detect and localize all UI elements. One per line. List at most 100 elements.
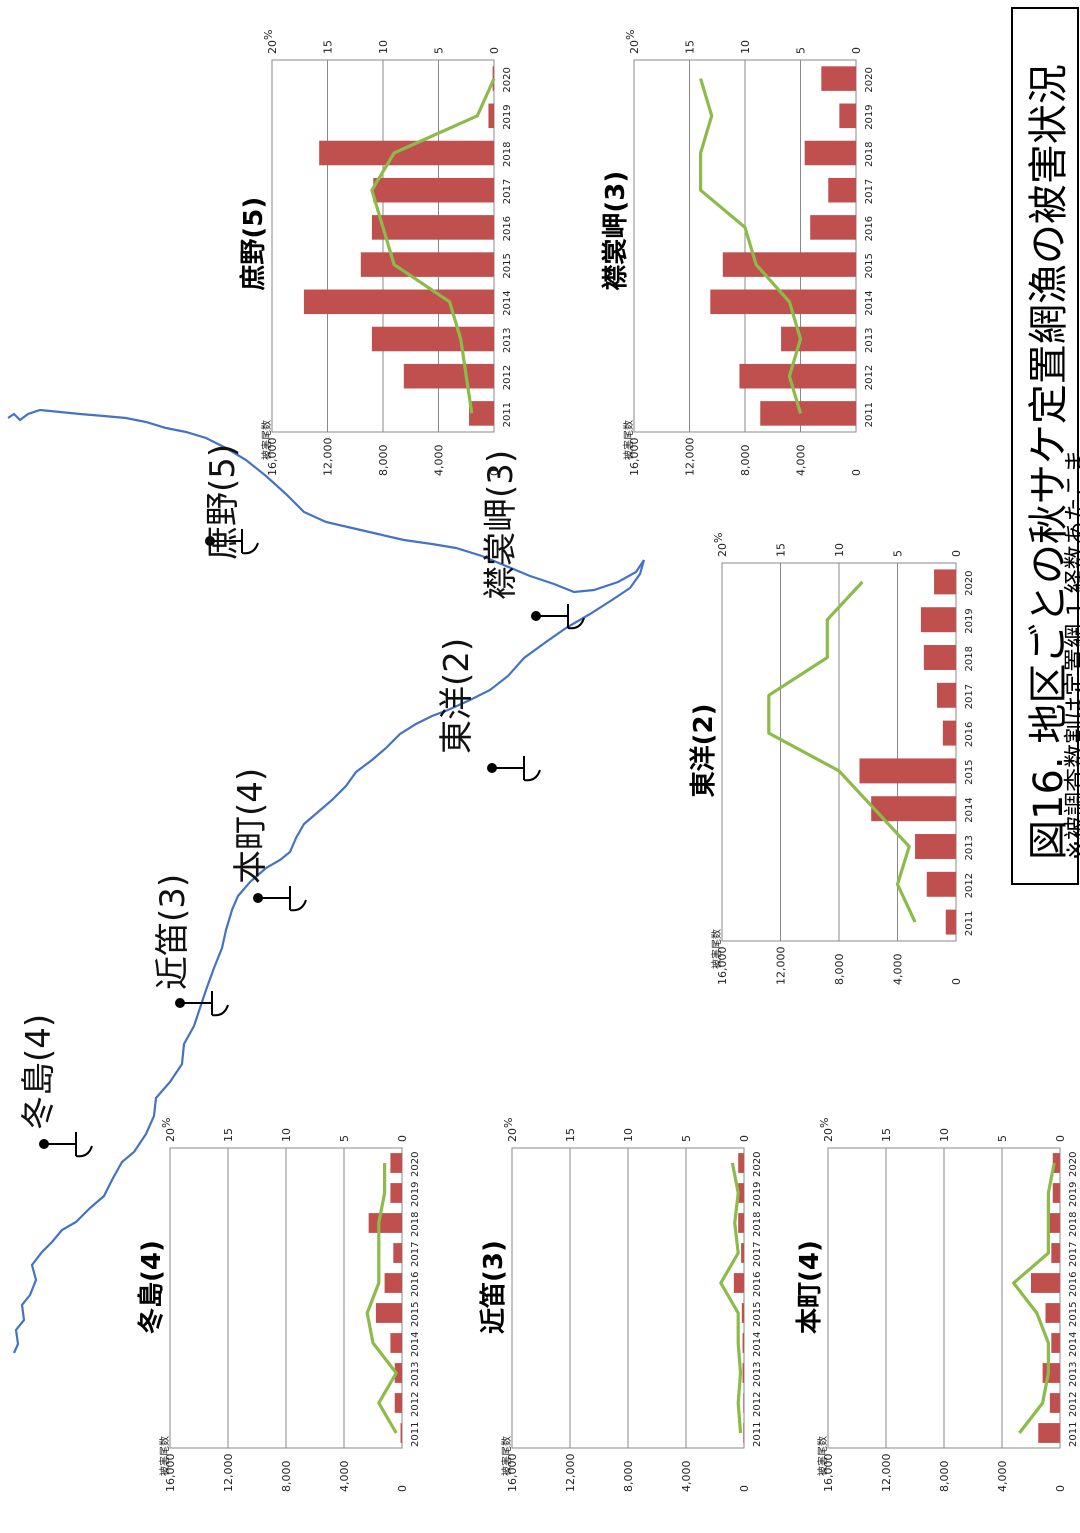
right-tick-label: 10 — [280, 1128, 293, 1142]
category-label: 2015 — [410, 1302, 421, 1327]
category-label: 2018 — [1068, 1212, 1079, 1237]
right-axis-title: % — [818, 1118, 831, 1128]
bar — [920, 607, 956, 633]
category-label: 2011 — [410, 1422, 421, 1447]
bar — [303, 289, 494, 315]
plot-frame — [633, 59, 857, 433]
right-tick-label: 10 — [622, 1128, 635, 1142]
place-label: 冬島(4) — [19, 1014, 59, 1130]
bar — [1052, 1153, 1060, 1173]
category-label: 2015 — [502, 253, 513, 278]
percent-line — [698, 78, 803, 414]
bar — [1045, 1303, 1060, 1323]
bar — [469, 401, 494, 426]
bar — [915, 834, 956, 859]
left-tick-label: 0 — [1054, 1485, 1067, 1492]
plot-frame — [511, 1147, 745, 1449]
map-marker: 冬島(4) — [19, 1014, 93, 1158]
category-label: 2016 — [864, 216, 875, 241]
category-label: 2020 — [864, 67, 875, 92]
left-tick-label: 4,000 — [433, 445, 446, 477]
category-label: 2013 — [410, 1362, 421, 1387]
bar — [1031, 1273, 1060, 1293]
right-tick-label: 15 — [684, 40, 697, 54]
right-tick-label: 10 — [938, 1128, 951, 1142]
left-tick-label: 12,000 — [775, 947, 788, 986]
category-label: 2015 — [964, 759, 975, 784]
map-marker: 東洋(2) — [437, 638, 541, 782]
percent-line — [370, 77, 496, 414]
bar — [368, 1213, 402, 1233]
bar — [923, 645, 956, 670]
bar — [804, 140, 856, 166]
category-label: 2016 — [410, 1272, 421, 1297]
right-tick-label: 20 — [266, 40, 279, 54]
category-label: 2020 — [964, 570, 975, 595]
map-marker: 本町(4) — [231, 768, 307, 912]
bar — [743, 1393, 744, 1413]
left-tick-label: 16,000 — [506, 1454, 519, 1493]
category-label: 2017 — [964, 684, 975, 709]
chart-title: 東洋(2) — [688, 704, 719, 798]
right-tick-label: 5 — [433, 47, 446, 54]
left-tick-label: 12,000 — [684, 438, 697, 477]
right-tick-label: 15 — [322, 40, 335, 54]
right-tick-label: 5 — [795, 47, 808, 54]
left-tick-label: 8,000 — [833, 954, 846, 986]
coastline-east — [7, 408, 645, 594]
category-label: 2020 — [1068, 1152, 1079, 1177]
map-marker: 近笛(3) — [153, 874, 229, 1017]
chart-title: 庶野(5) — [238, 197, 269, 291]
percent-line — [719, 1162, 743, 1434]
bar — [821, 66, 856, 91]
left-axis-title: 被害尾数 — [158, 1436, 171, 1476]
category-label: 2019 — [864, 104, 875, 129]
bar — [1051, 1243, 1060, 1263]
left-tick-label: 0 — [738, 1485, 751, 1492]
bar — [1038, 1423, 1060, 1443]
right-tick-label: 20 — [822, 1128, 835, 1142]
set-net-icon — [44, 1132, 93, 1158]
bar — [390, 1153, 402, 1173]
category-label: 2018 — [502, 142, 513, 167]
place-label: 東洋(2) — [437, 638, 477, 754]
plot-frame — [271, 59, 495, 433]
bar — [738, 1183, 744, 1203]
bar — [743, 1423, 744, 1443]
left-tick-label: 0 — [850, 469, 863, 476]
right-tick-label: 10 — [833, 543, 846, 557]
category-label: 2018 — [752, 1212, 763, 1237]
set-net-icon — [180, 991, 229, 1017]
bar — [375, 1303, 402, 1323]
figure-title-box: 図16. 地区ごとの秋サケ定置網漁の被害状況 ※被調査数割は定置網 1 経数あた… — [1011, 7, 1080, 885]
category-label: 2014 — [410, 1332, 421, 1357]
left-tick-label: 8,000 — [280, 1461, 293, 1493]
bar — [741, 1303, 744, 1323]
chart-title: 冬島(4) — [137, 1240, 167, 1334]
bar — [319, 140, 494, 166]
bar — [373, 177, 494, 203]
category-label: 2019 — [502, 104, 513, 129]
left-tick-label: 12,000 — [564, 1454, 577, 1493]
right-tick-label: 20 — [164, 1128, 177, 1142]
chart-title: 本町(4) — [795, 1240, 825, 1334]
left-tick-label: 8,000 — [377, 445, 390, 477]
right-tick-label: 5 — [338, 1135, 351, 1142]
set-net-icon — [210, 529, 259, 555]
bar — [394, 1393, 402, 1413]
left-tick-label: 16,000 — [164, 1454, 177, 1493]
bar — [828, 177, 856, 203]
category-label: 2013 — [964, 835, 975, 860]
map-markers: 冬島(4) 近笛(3) 本町(4) 東洋(2) 庶野(5) 襟裳岬(3) — [19, 444, 585, 1158]
category-label: 2012 — [964, 873, 975, 898]
map-marker: 襟裳岬(3) — [481, 450, 585, 630]
left-tick-label: 4,000 — [892, 954, 905, 986]
bar — [722, 252, 856, 277]
bar — [738, 1153, 744, 1173]
figure-title: 図16. 地区ごとの秋サケ定置網漁の被害状況 — [1026, 64, 1072, 860]
category-label: 2015 — [752, 1302, 763, 1327]
category-label: 2014 — [502, 290, 513, 315]
bar — [859, 758, 956, 784]
bar — [936, 682, 956, 708]
category-label: 2013 — [502, 328, 513, 353]
